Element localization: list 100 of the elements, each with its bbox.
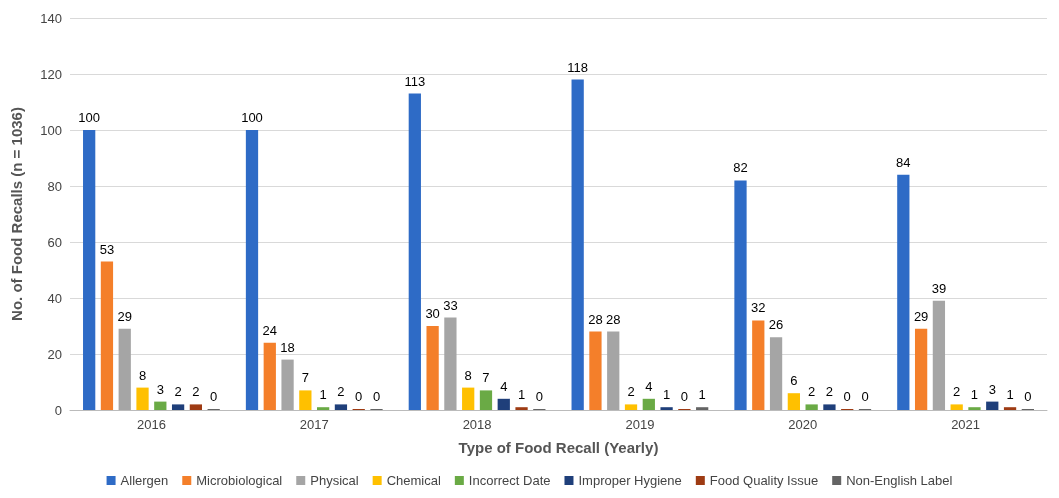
data-label: 0 bbox=[680, 389, 688, 404]
bar bbox=[462, 387, 475, 410]
y-tick-label: 120 bbox=[40, 66, 62, 82]
bar bbox=[281, 359, 294, 410]
data-label: 3 bbox=[156, 381, 164, 397]
y-tick-label: 40 bbox=[47, 290, 62, 306]
x-tick-label: 2021 bbox=[951, 417, 981, 432]
legend-label: Physical bbox=[310, 473, 359, 488]
data-label: 84 bbox=[896, 154, 911, 170]
data-label: 28 bbox=[588, 311, 603, 327]
legend-label: Non-English Label bbox=[846, 473, 953, 488]
x-tick-label: 2016 bbox=[136, 417, 166, 432]
bar bbox=[823, 404, 836, 410]
data-label: 100 bbox=[78, 110, 101, 125]
bar bbox=[171, 404, 185, 410]
bar bbox=[118, 328, 131, 410]
bar bbox=[897, 174, 910, 410]
legend-label: Chemical bbox=[386, 473, 441, 488]
bar bbox=[83, 130, 96, 410]
data-label: 18 bbox=[280, 339, 295, 355]
data-label: 2 bbox=[174, 384, 182, 400]
data-label: 26 bbox=[768, 317, 784, 333]
data-label: 0 bbox=[1024, 389, 1032, 404]
y-tick-label: 60 bbox=[47, 234, 62, 250]
data-label: 0 bbox=[355, 389, 363, 404]
x-tick-label: 2020 bbox=[788, 417, 818, 432]
bar bbox=[589, 331, 602, 410]
bar bbox=[408, 93, 421, 410]
data-label: 32 bbox=[751, 300, 766, 316]
data-label: 82 bbox=[733, 160, 748, 176]
bar bbox=[263, 342, 276, 410]
bar bbox=[787, 393, 800, 410]
bar bbox=[696, 407, 709, 410]
bar bbox=[334, 404, 348, 410]
bar bbox=[986, 401, 999, 410]
data-label: 113 bbox=[404, 73, 426, 89]
data-label: 29 bbox=[117, 308, 132, 324]
data-label: 1 bbox=[1006, 387, 1014, 403]
data-label: 30 bbox=[425, 306, 440, 321]
legend-label: Allergen bbox=[120, 473, 169, 488]
data-label: 0 bbox=[372, 389, 381, 404]
bar bbox=[571, 79, 584, 410]
data-label: 1 bbox=[698, 387, 706, 403]
bar bbox=[317, 407, 330, 410]
data-label: 29 bbox=[913, 308, 929, 324]
data-label: 1 bbox=[662, 387, 671, 403]
data-label: 6 bbox=[790, 373, 798, 389]
data-label: 4 bbox=[645, 378, 653, 394]
x-tick-label: 2017 bbox=[299, 417, 329, 432]
y-tick-label: 80 bbox=[47, 178, 62, 194]
data-label: 33 bbox=[443, 297, 458, 313]
bar bbox=[100, 261, 114, 410]
y-axis-title: No. of Food Recalls (n = 1036) bbox=[8, 107, 25, 321]
bar bbox=[752, 320, 765, 410]
legend-label: Microbiological bbox=[196, 473, 283, 488]
x-tick-label: 2019 bbox=[625, 417, 655, 432]
bar bbox=[479, 390, 493, 410]
x-axis-title: Type of Food Recall (Yearly) bbox=[458, 439, 659, 456]
bar bbox=[444, 317, 457, 410]
bar bbox=[1003, 407, 1017, 410]
bar bbox=[769, 337, 783, 410]
bar bbox=[624, 404, 638, 410]
data-label: 0 bbox=[210, 389, 218, 404]
data-label: 4 bbox=[500, 378, 508, 394]
data-label: 118 bbox=[567, 59, 589, 75]
y-tick-label: 20 bbox=[47, 346, 62, 362]
data-label: 8 bbox=[138, 367, 147, 383]
bar bbox=[932, 300, 946, 410]
data-label: 1 bbox=[319, 387, 327, 403]
data-label: 2 bbox=[953, 384, 961, 400]
data-label: 1 bbox=[517, 387, 526, 403]
data-label: 2 bbox=[825, 384, 834, 400]
data-label: 0 bbox=[843, 389, 851, 404]
data-label: 7 bbox=[482, 370, 490, 386]
data-label: 2 bbox=[627, 384, 635, 400]
bar bbox=[805, 404, 818, 410]
data-label: 2 bbox=[192, 384, 200, 400]
bar bbox=[189, 404, 203, 410]
bar bbox=[245, 130, 259, 410]
data-label: 0 bbox=[861, 389, 869, 404]
bar bbox=[136, 387, 149, 410]
data-label: 39 bbox=[931, 280, 947, 296]
data-label: 7 bbox=[301, 370, 309, 386]
bar bbox=[607, 331, 620, 410]
data-label: 2 bbox=[808, 384, 816, 400]
legend-label: Incorrect Date bbox=[468, 473, 551, 488]
y-tick-label: 100 bbox=[40, 122, 62, 138]
legend-label: Food Quality Issue bbox=[709, 473, 819, 488]
bar bbox=[950, 404, 963, 410]
bar bbox=[914, 328, 928, 410]
y-tick-label: 140 bbox=[40, 10, 62, 26]
data-label: 2 bbox=[337, 384, 345, 400]
data-label: 24 bbox=[262, 322, 278, 338]
data-label: 53 bbox=[99, 241, 115, 257]
data-label: 28 bbox=[606, 311, 621, 327]
x-tick-label: 2018 bbox=[462, 417, 492, 432]
bar bbox=[968, 407, 981, 410]
bar bbox=[299, 390, 312, 410]
bar bbox=[515, 407, 528, 410]
data-label: 8 bbox=[464, 367, 472, 383]
